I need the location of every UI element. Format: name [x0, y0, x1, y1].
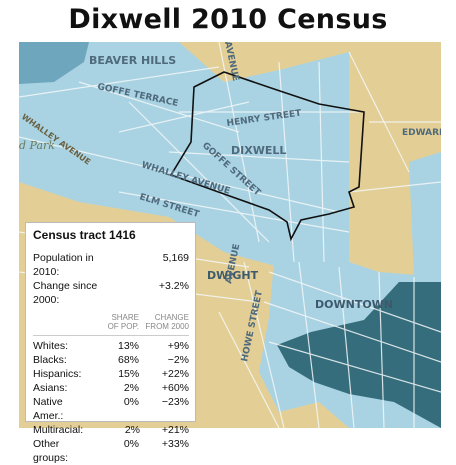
tract-1416-outline[interactable]	[169, 71, 365, 242]
street-grid	[19, 42, 441, 428]
label-downtown: DOWNTOWN	[315, 298, 393, 311]
share-header: SHARE OF POP.	[107, 313, 139, 331]
demographics-table: Whites: 13% +9% Blacks: 68% −2% Hispanic…	[33, 339, 189, 465]
tract-light-east[interactable]	[409, 152, 441, 282]
population-row: Population in 2010: 5,169	[33, 251, 189, 279]
change-row: Change since 2000: +3.2%	[33, 279, 189, 307]
label-edward: EDWARD	[402, 128, 441, 138]
table-row: Asians: 2% +60%	[33, 382, 189, 394]
change-label: Change since 2000:	[33, 280, 98, 306]
population-value: 5,169	[162, 252, 189, 264]
table-row: Other groups: 0% +33%	[33, 438, 189, 464]
tract-info-panel: Census tract 1416 Population in 2010: 5,…	[25, 222, 196, 464]
column-headers: SHARE OF POP. CHANGE FROM 2000	[33, 313, 189, 331]
tract-light-north[interactable]	[19, 42, 349, 307]
panel-title: Census tract 1416	[33, 228, 136, 242]
label-dixwell: DIXWELL	[231, 144, 286, 157]
change-value: +3.2%	[158, 280, 189, 292]
label-beaver-hills: BEAVER HILLS	[89, 54, 176, 67]
table-row: Whites: 13% +9%	[33, 340, 189, 352]
table-row: Native Amer.: 0% −23%	[33, 396, 189, 422]
divider	[33, 335, 189, 336]
change-header: CHANGE FROM 2000	[145, 313, 189, 331]
label-park: d Park	[19, 139, 55, 152]
tract-dark-downtown[interactable]	[277, 282, 441, 428]
tract-mid-northwest[interactable]	[19, 42, 89, 84]
table-row: Blacks: 68% −2%	[33, 354, 189, 366]
map-title: Dixwell 2010 Census	[68, 4, 388, 35]
map-canvas: BEAVER HILLS GOFFE TERRACE WHALLEY AVENU…	[19, 42, 441, 428]
census-map[interactable]: BEAVER HILLS GOFFE TERRACE WHALLEY AVENU…	[19, 42, 441, 428]
population-label: Population in 2010:	[33, 252, 94, 278]
table-row: Hispanics: 15% +22%	[33, 368, 189, 380]
table-row: Multiracial: 2% +21%	[33, 424, 189, 436]
label-dwight: DWIGHT	[207, 269, 259, 282]
